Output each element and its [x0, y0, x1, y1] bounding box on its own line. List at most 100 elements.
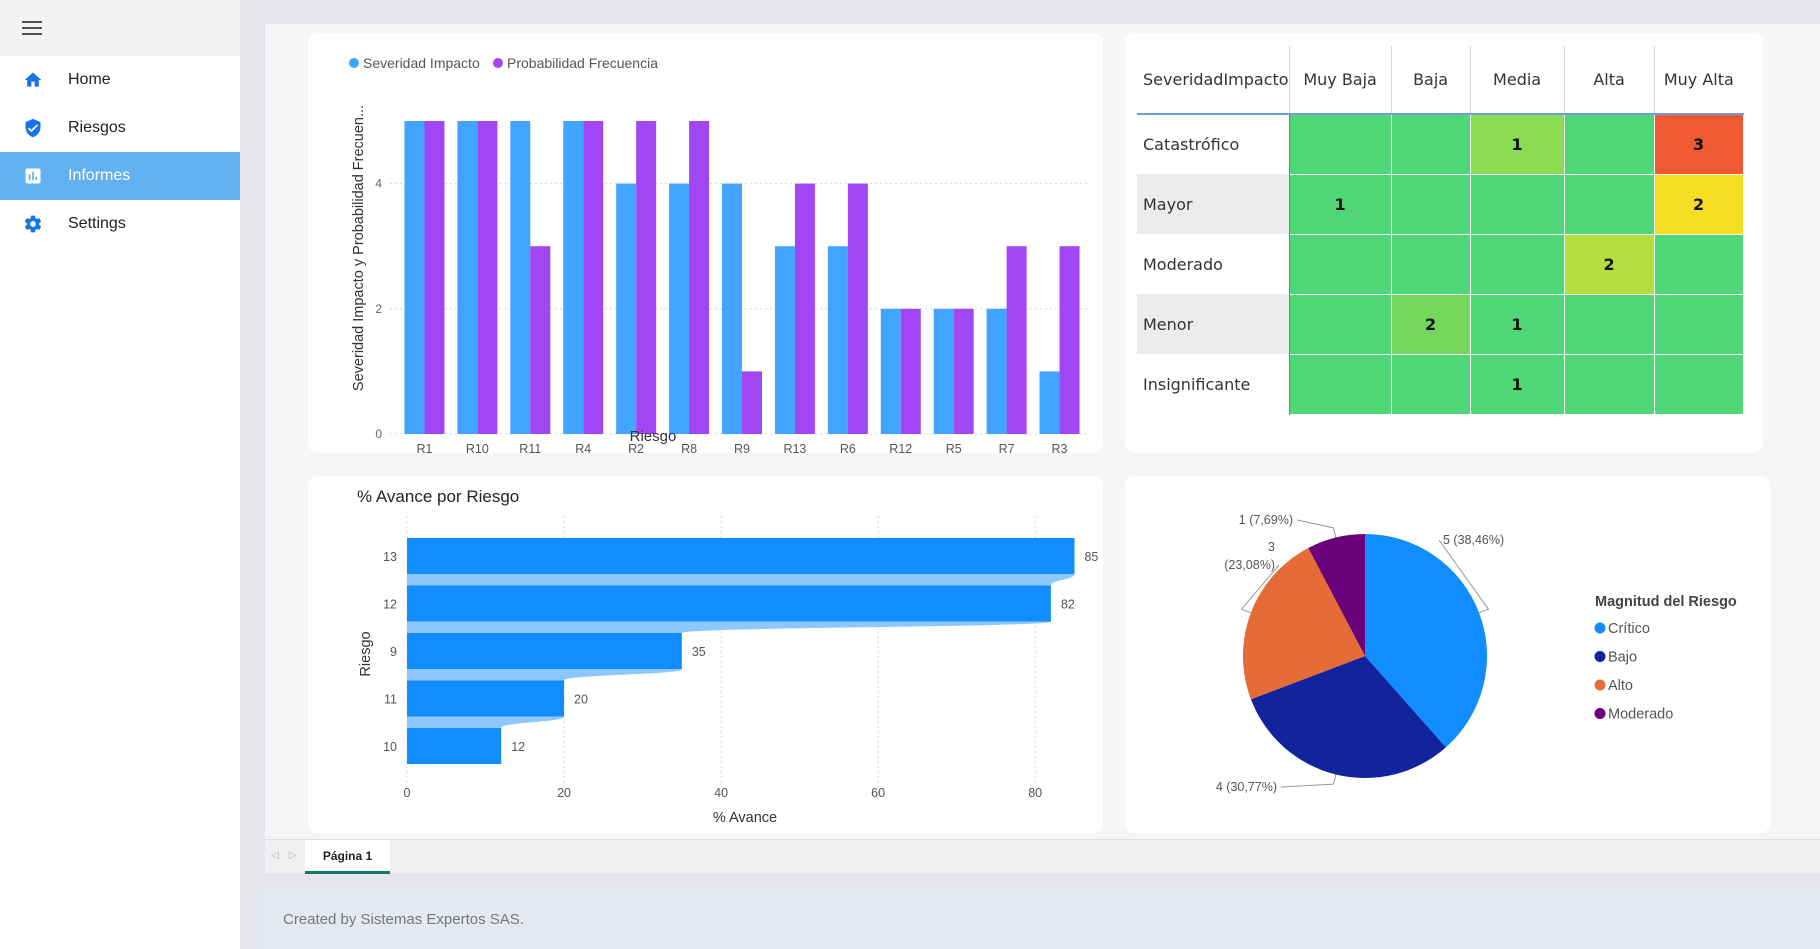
data-label: 12	[511, 740, 525, 754]
heatmap-col-header[interactable]: Muy Alta	[1663, 70, 1734, 89]
heatmap-cell[interactable]	[1390, 233, 1471, 295]
ribbon-12	[407, 621, 1051, 633]
heatmap-cell[interactable]: 3	[1653, 113, 1744, 175]
heatmap-cell[interactable]	[1563, 353, 1655, 415]
hamburger-menu-icon[interactable]	[22, 21, 42, 35]
tab-pagina-1[interactable]: Página 1	[305, 840, 390, 874]
heatmap-col-header[interactable]: Media	[1470, 46, 1565, 114]
sidebar-item-riesgos[interactable]: Riesgos	[0, 104, 240, 152]
legend-marker-severidad	[349, 58, 359, 68]
heatmap-row-label[interactable]: Catastrófico	[1137, 114, 1290, 174]
x-tick-label: R5	[946, 442, 962, 453]
bar-R13-probabilidad	[794, 183, 815, 434]
heatmap-row-label[interactable]: Menor	[1137, 294, 1290, 354]
heatmap-cell[interactable]	[1469, 233, 1565, 295]
heatmap-row: Catastrófico 1 3	[1137, 113, 1744, 175]
x-tick-label: R1	[416, 442, 432, 453]
heatmap-row-label[interactable]: Mayor	[1137, 174, 1290, 234]
bar-R5-probabilidad	[953, 308, 974, 434]
legend-marker-bajo	[1594, 651, 1606, 662]
x-tick-label: R13	[783, 442, 806, 453]
x-tick-label: 60	[871, 786, 885, 800]
hbar-9	[407, 633, 682, 669]
pie-legend-title: Magnitud del Riesgo	[1595, 594, 1737, 610]
bar-chart-legend: Severidad Impacto Probabilidad Frecuenci…	[349, 55, 658, 71]
heatmap-cell[interactable]: 1	[1469, 293, 1565, 355]
sidebar-item-home[interactable]: Home	[0, 56, 240, 104]
legend-label-crítico: Crítico	[1608, 621, 1650, 637]
grouped-bar-chart: Severidad Impacto Probabilidad Frecuenci…	[349, 55, 1088, 453]
heatmap-row-label[interactable]: Moderado	[1137, 234, 1290, 294]
hbar-10	[407, 728, 502, 764]
y-tick-label: 2	[375, 302, 382, 316]
heatmap-cell[interactable]: 2	[1653, 173, 1744, 235]
x-tick-label: R10	[466, 442, 489, 453]
sidebar-item-informes[interactable]: Informes	[0, 152, 240, 200]
sidebar-item-label: Settings	[68, 215, 126, 232]
legend-label-probabilidad: Probabilidad Frecuencia	[507, 55, 658, 71]
ribbon-11	[407, 716, 565, 728]
pie-chart-slices	[1243, 534, 1487, 778]
report-icon	[22, 165, 44, 187]
pie-data-label: 3	[1268, 540, 1275, 554]
tab-scroll-arrows-icon[interactable]: ◁▷	[271, 850, 307, 861]
y-tick-label: 0	[375, 427, 382, 441]
heatmap-cell[interactable]	[1288, 113, 1392, 175]
heatmap-body: Catastrófico 1 3 Mayor 1 2 Moderado 2 Menor 2 1 Ins…	[1137, 113, 1744, 415]
heatmap-cell[interactable]	[1390, 173, 1471, 235]
legend-marker-moderado	[1594, 708, 1606, 719]
heatmap-row-label[interactable]: Insignificante	[1137, 354, 1290, 414]
heatmap-cell[interactable]	[1653, 233, 1744, 295]
heatmap-cell[interactable]: 1	[1469, 113, 1565, 175]
heatmap-cell[interactable]	[1288, 293, 1392, 355]
heatmap-cell[interactable]	[1469, 173, 1565, 235]
x-tick-label: 0	[404, 786, 411, 800]
footer-text: Created by Sistemas Expertos SAS.	[283, 910, 524, 928]
heatmap-cell[interactable]	[1653, 293, 1744, 355]
sidebar-item-settings[interactable]: Settings	[0, 200, 240, 248]
heatmap-cell[interactable]	[1653, 353, 1744, 415]
bar-chart-y-ticks: 0 2 4	[375, 177, 382, 441]
heatmap-cell[interactable]	[1390, 113, 1471, 175]
legend-marker-crítico	[1594, 622, 1606, 634]
bar-R9-probabilidad	[742, 371, 762, 434]
heatmap-cell[interactable]: 2	[1390, 293, 1471, 355]
bar-R13-severidad	[774, 246, 795, 434]
ribbon-9	[407, 669, 682, 681]
heatmap-row: Menor 2 1	[1137, 293, 1744, 355]
heatmap-cell[interactable]: 2	[1563, 233, 1655, 295]
hbar-chart-y-axis-label: Riesgo	[358, 631, 374, 676]
hbar-11	[407, 680, 565, 717]
hbar-chart-bars	[407, 538, 1075, 764]
pie-callout-line	[1296, 519, 1337, 538]
bar-R3-probabilidad	[1059, 246, 1080, 434]
bar-R12-severidad	[880, 308, 901, 434]
x-tick-label: R11	[519, 442, 541, 453]
heatmap-col-header[interactable]: Baja	[1391, 46, 1471, 114]
heatmap-cell[interactable]	[1563, 113, 1655, 175]
heatmap-col-header[interactable]: Muy Baja	[1289, 46, 1392, 114]
heatmap-cell[interactable]: 1	[1469, 353, 1565, 415]
bar-R3-severidad	[1039, 371, 1060, 434]
heatmap-cell[interactable]	[1288, 353, 1392, 415]
menu-bar	[0, 0, 240, 56]
legend-marker-probabilidad	[493, 58, 503, 68]
bar-R11-probabilidad	[530, 246, 551, 434]
shield-icon	[22, 117, 44, 139]
pie-slice-alto	[1243, 547, 1365, 700]
heatmap-corner-header[interactable]: SeveridadImpacto	[1137, 46, 1290, 114]
hbar-chart-labels: 13 85 12 82 9 35 11 20 10 12	[383, 550, 1098, 754]
pie-data-label: 1 (7,69%)	[1239, 513, 1293, 527]
bar-R2-severidad	[616, 183, 637, 434]
heatmap-col-header[interactable]: Alta	[1564, 46, 1655, 114]
sidebar-item-label: Riesgos	[68, 119, 126, 136]
bar-R11-severidad	[510, 121, 531, 434]
heatmap-cell[interactable]	[1288, 233, 1392, 295]
heatmap-cell[interactable]	[1390, 353, 1471, 415]
heatmap-cell[interactable]	[1563, 293, 1655, 355]
horizontal-bar-chart: % Avance por Riesgo 0 20 40 60 80 13 85 12 82 9 3…	[357, 487, 1098, 826]
heatmap-cell[interactable]	[1563, 173, 1655, 235]
heatmap-cell[interactable]: 1	[1288, 173, 1392, 235]
x-tick-label: R6	[840, 442, 856, 453]
legend-label-bajo: Bajo	[1608, 650, 1637, 666]
